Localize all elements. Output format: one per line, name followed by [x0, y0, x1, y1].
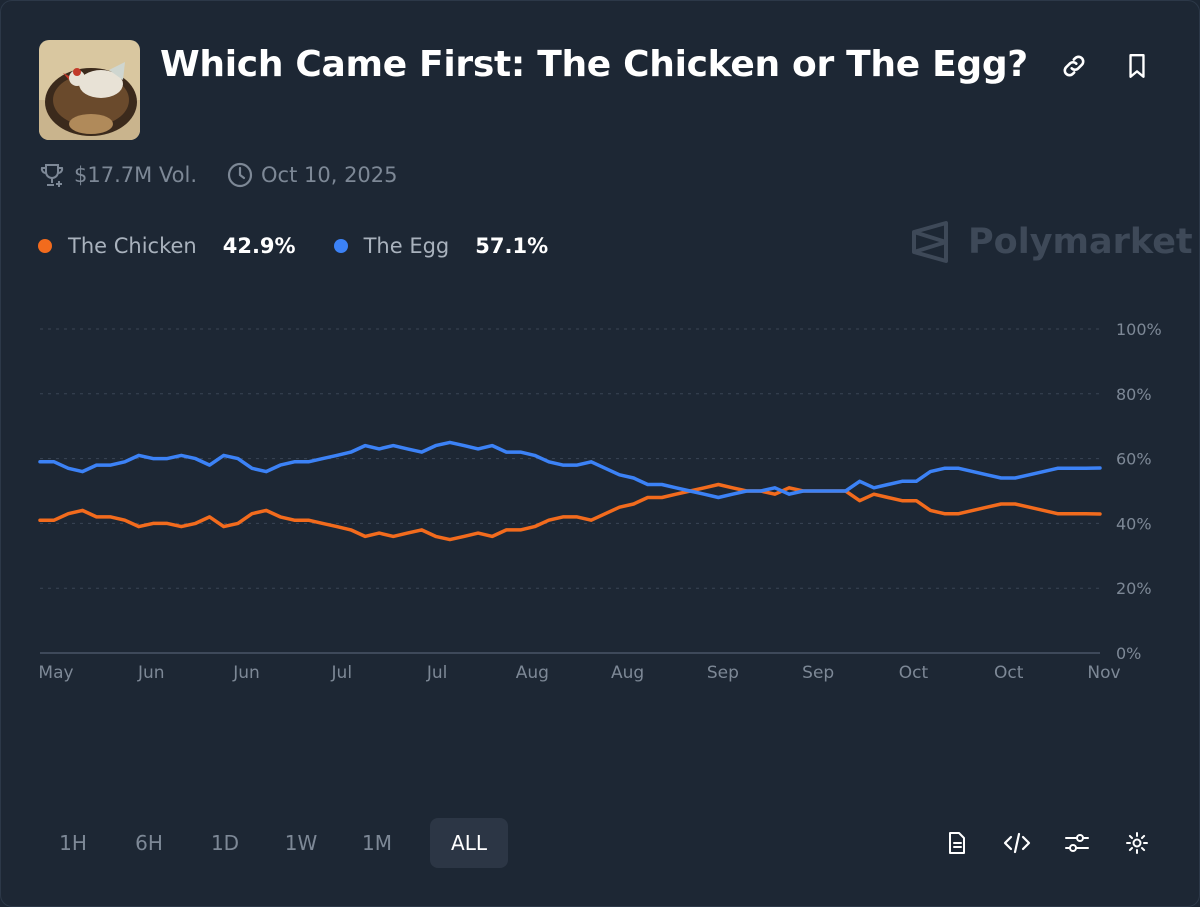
link-icon[interactable] [1060, 52, 1088, 80]
range-tabs: 1H 6H 1D 1W 1M ALL [38, 818, 514, 868]
polymarket-logo-icon [912, 221, 948, 263]
legend-dot-egg [333, 239, 348, 253]
gear-icon[interactable] [1122, 828, 1152, 858]
x-tick-label: Jul [331, 663, 353, 683]
tab-6h[interactable]: 6H [135, 831, 163, 855]
sliders-icon[interactable] [1062, 828, 1092, 858]
x-tick-label: Jun [137, 663, 165, 683]
code-icon[interactable] [1002, 828, 1032, 858]
x-tick-label: Nov [1087, 663, 1120, 683]
legend-value-chicken: 42.9% [222, 234, 296, 258]
tab-all[interactable]: ALL [430, 818, 508, 868]
legend-value-egg: 57.1% [475, 234, 549, 258]
legend-name-egg: The Egg [363, 234, 450, 258]
tab-1d[interactable]: 1D [210, 831, 240, 855]
legend-dot-chicken [38, 239, 52, 253]
bookmark-icon[interactable] [1124, 52, 1152, 80]
market-thumbnail [39, 40, 140, 140]
y-tick-label: 0% [1116, 644, 1141, 663]
legend-name-chicken: The Chicken [68, 234, 197, 258]
chart-toolbar [942, 828, 1182, 858]
x-tick-label: Oct [899, 663, 929, 683]
x-tick-label: Oct [994, 663, 1024, 683]
y-tick-label: 100% [1116, 320, 1162, 339]
volume-label: $17.7M Vol. [74, 163, 198, 187]
tab-1m[interactable]: 1M [362, 831, 392, 855]
series-line-the-chicken [38, 482, 1102, 542]
document-icon[interactable] [942, 828, 972, 858]
tab-1h[interactable]: 1H [59, 831, 87, 855]
chart-legend: The Chicken 42.9% The Egg 57.1% [38, 230, 586, 262]
x-tick-label: Aug [516, 663, 549, 683]
y-tick-label: 60% [1116, 450, 1152, 469]
market-title: Which Came First: The Chicken or The Egg… [160, 44, 1028, 85]
end-date-label: Oct 10, 2025 [261, 163, 398, 187]
price-chart: 100% 80% 60% 40% 20% 0% May Jun Jun Jul Jul Aug Aug… [38, 320, 1162, 683]
x-tick-label: Jun [232, 663, 260, 683]
x-tick-label: Sep [802, 663, 834, 683]
x-tick-label: Jul [426, 663, 448, 683]
series-line-the-egg [38, 440, 1102, 500]
y-tick-label: 20% [1116, 579, 1152, 598]
y-tick-label: 40% [1116, 514, 1152, 533]
polymarket-logo: Polymarket [910, 220, 1193, 264]
tab-1w[interactable]: 1W [284, 831, 318, 855]
x-tick-label: Sep [707, 663, 739, 683]
y-tick-label: 80% [1116, 385, 1152, 404]
brand-name: Polymarket [968, 222, 1193, 262]
x-tick-label: May [38, 663, 73, 683]
clock-icon [227, 162, 253, 188]
trophy-icon [40, 164, 64, 187]
market-meta: $17.7M Vol. Oct 10, 2025 [38, 158, 398, 192]
x-tick-label: Aug [611, 663, 644, 683]
